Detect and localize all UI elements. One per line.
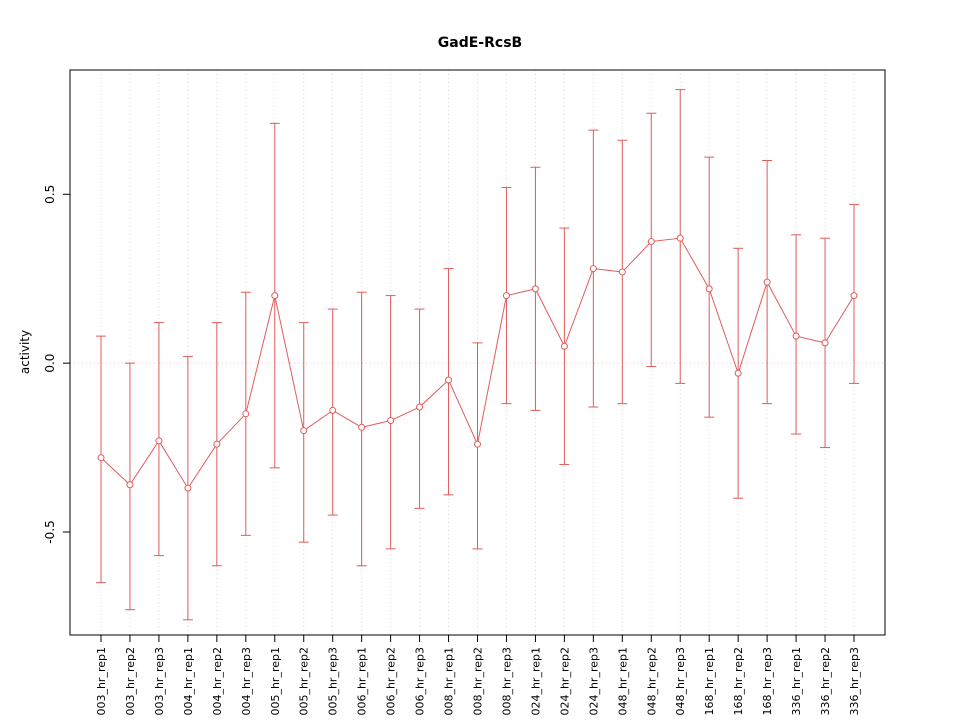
data-point: [271, 292, 279, 300]
data-point: [502, 292, 510, 300]
data-point: [560, 342, 568, 350]
x-tick-label: 008_hr_rep1: [443, 647, 456, 716]
data-point: [155, 437, 163, 445]
x-tick-label: 336_hr_rep1: [790, 647, 803, 716]
x-tick-label: 048_hr_rep3: [674, 647, 687, 716]
x-tick-label: 003_hr_rep3: [153, 647, 166, 716]
x-tick-label: 004_hr_rep2: [211, 647, 224, 716]
data-point: [821, 339, 829, 347]
chart-title: GadE-RcsB: [437, 35, 523, 51]
data-point: [126, 481, 134, 489]
data-point: [358, 423, 366, 431]
x-tick-label: 048_hr_rep2: [645, 647, 658, 716]
x-tick-label: 008_hr_rep2: [472, 647, 485, 716]
data-point: [531, 285, 539, 293]
x-tick-label: 003_hr_rep2: [124, 647, 137, 716]
data-point: [676, 234, 684, 242]
data-point: [850, 292, 858, 300]
x-tick-label: 006_hr_rep3: [414, 647, 427, 716]
x-tick-label: 048_hr_rep1: [616, 647, 629, 716]
data-point: [300, 427, 308, 435]
x-tick-label: 006_hr_rep1: [356, 647, 369, 716]
data-point: [647, 238, 655, 246]
x-tick-label: 336_hr_rep2: [819, 647, 832, 716]
data-point: [705, 285, 713, 293]
x-tick-label: 024_hr_rep2: [558, 647, 571, 716]
data-point: [445, 376, 453, 384]
x-tick-label: 168_hr_rep3: [761, 647, 774, 716]
data-point: [763, 278, 771, 286]
x-tick-label: 005_hr_rep1: [269, 647, 282, 716]
y-tick-label: 0.5: [43, 185, 57, 204]
x-tick-label: 168_hr_rep2: [732, 647, 745, 716]
data-point: [416, 403, 424, 411]
x-tick-label: 168_hr_rep1: [703, 647, 716, 716]
data-point: [184, 484, 192, 492]
data-point: [213, 440, 221, 448]
y-tick-label: -0.5: [43, 520, 57, 543]
x-tick-label: 024_hr_rep1: [529, 647, 542, 716]
data-point: [589, 265, 597, 273]
data-point: [474, 440, 481, 448]
x-tick-label: 005_hr_rep2: [298, 647, 311, 716]
x-tick-label: 003_hr_rep1: [95, 647, 108, 716]
x-tick-label: 024_hr_rep3: [587, 647, 600, 716]
x-tick-label: 004_hr_rep3: [240, 647, 253, 716]
data-point: [97, 454, 105, 462]
x-tick-label: 006_hr_rep2: [385, 647, 398, 716]
data-point: [387, 417, 395, 425]
y-tick-label: 0.0: [43, 354, 57, 373]
x-tick-label: 008_hr_rep3: [500, 647, 513, 716]
data-point: [734, 369, 742, 377]
x-tick-label: 004_hr_rep1: [182, 647, 195, 716]
data-point: [329, 406, 337, 414]
data-point: [792, 332, 800, 340]
x-tick-label: 005_hr_rep3: [327, 647, 340, 716]
data-point: [618, 268, 626, 276]
data-point: [242, 410, 250, 418]
x-tick-label: 336_hr_rep3: [848, 647, 861, 716]
